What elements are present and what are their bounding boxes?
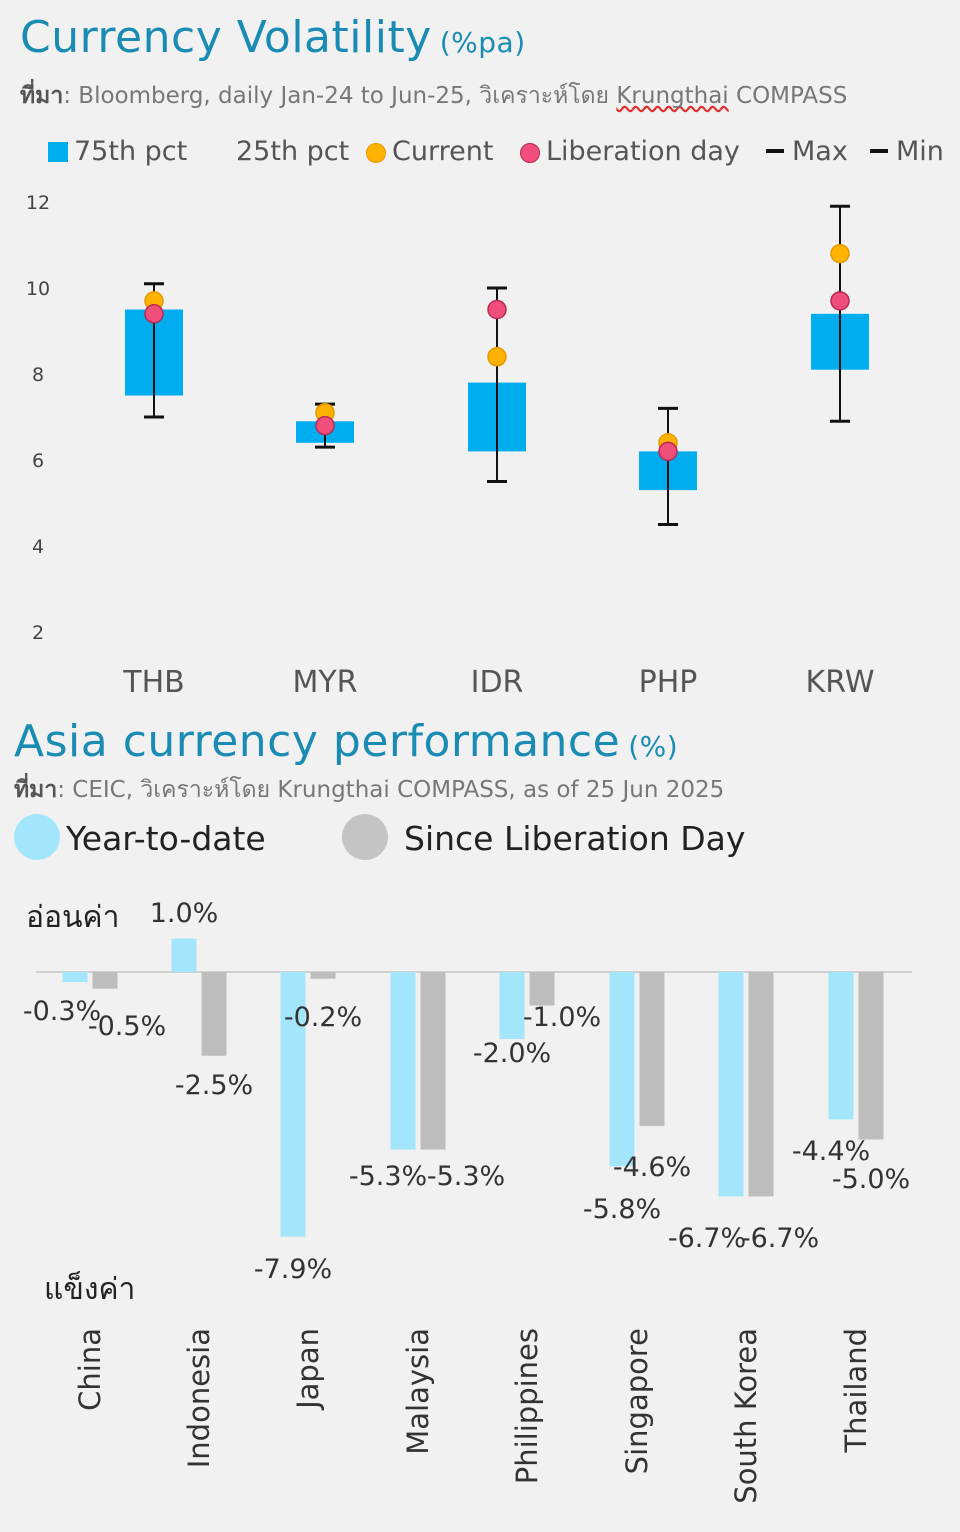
- y-tick-label: 2: [32, 622, 44, 644]
- y-tick-label: 12: [26, 192, 50, 214]
- liberation-point: [144, 304, 164, 324]
- liberation-point: [315, 415, 335, 436]
- weaken-label: อ่อนค่า: [26, 900, 120, 935]
- data-label-ytd: -4.4%: [792, 1136, 870, 1167]
- box-thb: [125, 282, 183, 419]
- data-label-since-liberation: -2.5%: [175, 1070, 253, 1101]
- x-category-label: Malaysia: [401, 1328, 435, 1455]
- x-category-label: Indonesia: [182, 1328, 216, 1468]
- x-tick-label: KRW: [806, 665, 875, 700]
- y-tick-label: 6: [32, 450, 44, 472]
- legend-current: Current: [366, 136, 493, 167]
- performance-title: Asia currency performance (%): [14, 716, 679, 767]
- strengthen-label: แข็งค่า: [44, 1272, 136, 1307]
- volatility-chart: 2 4 6 8 10 12 THB MYR IDR PHP KRW: [26, 192, 875, 700]
- bar-since-liberation-south-korea: [748, 972, 774, 1197]
- legend-liberation: Liberation day: [520, 136, 740, 167]
- data-label-ytd: -6.7%: [668, 1223, 746, 1254]
- y-tick-label: 4: [32, 536, 44, 558]
- x-tick-label: PHP: [639, 665, 698, 700]
- x-category-label: South Korea: [729, 1328, 763, 1504]
- box-myr: [296, 402, 354, 449]
- y-tick-label: 10: [26, 278, 50, 300]
- data-label-ytd: -5.3%: [349, 1161, 427, 1192]
- performance-source: ที่มา: CEIC, วิเคราะห์โดย Krungthai COMP…: [14, 777, 725, 803]
- bar-ytd-malaysia: [390, 972, 416, 1150]
- bar-since-liberation-china: [92, 972, 118, 989]
- box-krw: [811, 204, 869, 423]
- data-label-since-liberation: -5.3%: [427, 1161, 505, 1192]
- bar-since-liberation-malaysia: [420, 972, 446, 1150]
- data-label-ytd: -2.0%: [473, 1038, 551, 1069]
- bar-ytd-singapore: [609, 972, 635, 1167]
- legend-75th: 75th pct: [48, 136, 187, 167]
- bar-ytd-philippines: [499, 972, 525, 1039]
- volatility-source: ที่มา: Bloomberg, daily Jan-24 to Jun-25…: [20, 83, 848, 109]
- x-category-label: Thailand: [839, 1328, 873, 1454]
- data-label-since-liberation: -1.0%: [523, 1002, 601, 1033]
- bar-ytd-china: [62, 972, 88, 983]
- data-label-ytd: 1.0%: [150, 898, 219, 929]
- data-label-ytd: -5.8%: [583, 1194, 661, 1225]
- liberation-point: [658, 441, 678, 462]
- data-label-ytd: -7.9%: [254, 1254, 332, 1285]
- current-point: [830, 243, 850, 264]
- y-tick-label: 8: [32, 364, 44, 386]
- x-category-label: China: [73, 1328, 107, 1411]
- x-tick-label: IDR: [471, 665, 524, 700]
- data-label-since-liberation: -4.6%: [613, 1152, 691, 1183]
- x-tick-label: MYR: [292, 665, 357, 700]
- volatility-title-unit: (%pa): [439, 26, 526, 59]
- bar-ytd-south-korea: [718, 972, 744, 1197]
- bar-since-liberation-philippines: [529, 972, 555, 1006]
- volatility-title: Currency Volatility (%pa): [20, 12, 526, 63]
- x-category-label: Japan: [291, 1328, 325, 1411]
- x-category-label: Singapore: [620, 1328, 654, 1474]
- data-label-since-liberation: -0.2%: [284, 1002, 362, 1033]
- bar-since-liberation-singapore: [639, 972, 665, 1127]
- liberation-point: [830, 291, 850, 311]
- data-label-ytd: -0.3%: [23, 996, 101, 1027]
- legend-ytd: Year-to-date: [14, 814, 266, 860]
- bar-ytd-indonesia: [171, 938, 197, 972]
- legend-25th: 25th pct: [236, 136, 350, 167]
- box-idr: [468, 286, 526, 483]
- performance-title-unit: (%): [628, 730, 679, 763]
- bar-since-liberation-indonesia: [201, 972, 227, 1056]
- legend-max: Max: [766, 136, 848, 167]
- bar-since-liberation-japan: [310, 972, 336, 979]
- data-label-since-liberation: -5.0%: [832, 1164, 910, 1195]
- liberation-point: [487, 299, 507, 320]
- data-label-since-liberation: -6.7%: [741, 1223, 819, 1254]
- legend-since-liberation: Since Liberation Day: [342, 814, 745, 860]
- x-tick-label: THB: [122, 665, 184, 700]
- bar-ytd-thailand: [828, 972, 854, 1120]
- data-label-since-liberation: -0.5%: [88, 1011, 166, 1042]
- x-category-label: Philippines: [510, 1328, 544, 1484]
- box-php: [639, 406, 697, 526]
- bar-ytd-japan: [280, 972, 306, 1237]
- current-point: [487, 347, 507, 367]
- bar-since-liberation-thailand: [858, 972, 884, 1140]
- legend-min: Min: [870, 136, 944, 167]
